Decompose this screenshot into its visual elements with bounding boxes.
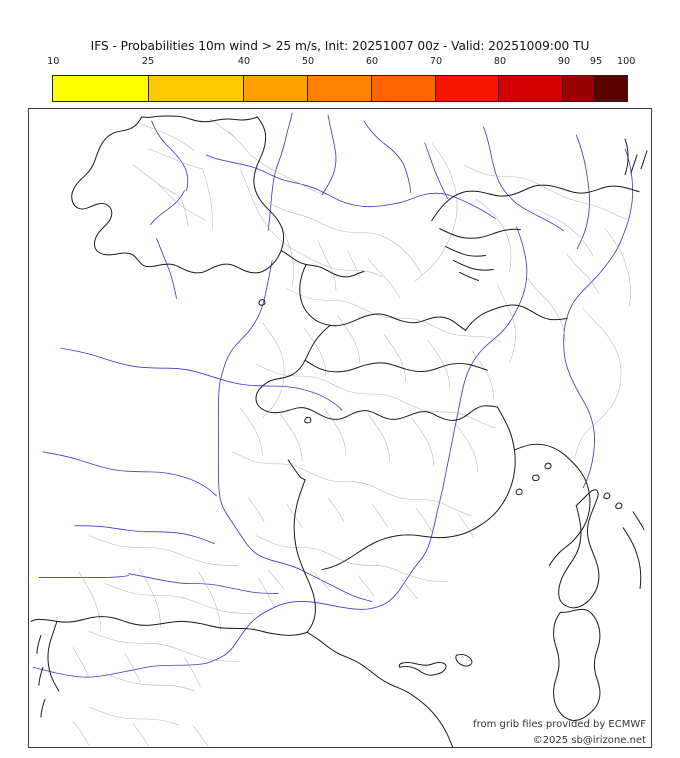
colorbar-tick-label: 95 (589, 56, 603, 67)
colorbar-tick-label: 70 (429, 56, 443, 67)
colorbar-tick-label: 10 (47, 56, 60, 67)
colorbar-segment (435, 76, 500, 101)
colorbar-tick-label: 50 (301, 56, 315, 67)
colorbar-tick-labels: 10 25 40 50 60 70 80 90 95 100 (47, 56, 635, 71)
map-canvas (30, 112, 648, 747)
colorbar-segment (563, 76, 596, 101)
colorbar-tick-label: 40 (237, 56, 251, 67)
colorbar-tick-label: 80 (493, 56, 507, 67)
colorbar-segment (148, 76, 245, 101)
colorbar-tick-label: 100 (617, 56, 636, 67)
rivers-layer (32, 112, 634, 678)
colorbar-segment (244, 76, 309, 101)
coastlines-layer (30, 115, 648, 747)
colorbar-segment (499, 76, 564, 101)
colorbar: 10 25 40 50 60 70 80 90 95 100 (47, 56, 635, 102)
colorbar-tick-label: 60 (365, 56, 379, 67)
page-title: IFS - Probabilities 10m wind > 25 m/s, I… (90, 39, 590, 53)
colorbar-gradient-bar (52, 75, 628, 102)
colorbar-segment (371, 76, 436, 101)
admin-borders-layer (72, 118, 632, 747)
colorbar-tick-label: 90 (557, 56, 571, 67)
colorbar-segment (53, 76, 149, 101)
colorbar-tick-label: 25 (141, 56, 155, 67)
colorbar-segment (595, 76, 627, 101)
map-frame[interactable] (28, 108, 652, 748)
colorbar-segment (308, 76, 372, 101)
